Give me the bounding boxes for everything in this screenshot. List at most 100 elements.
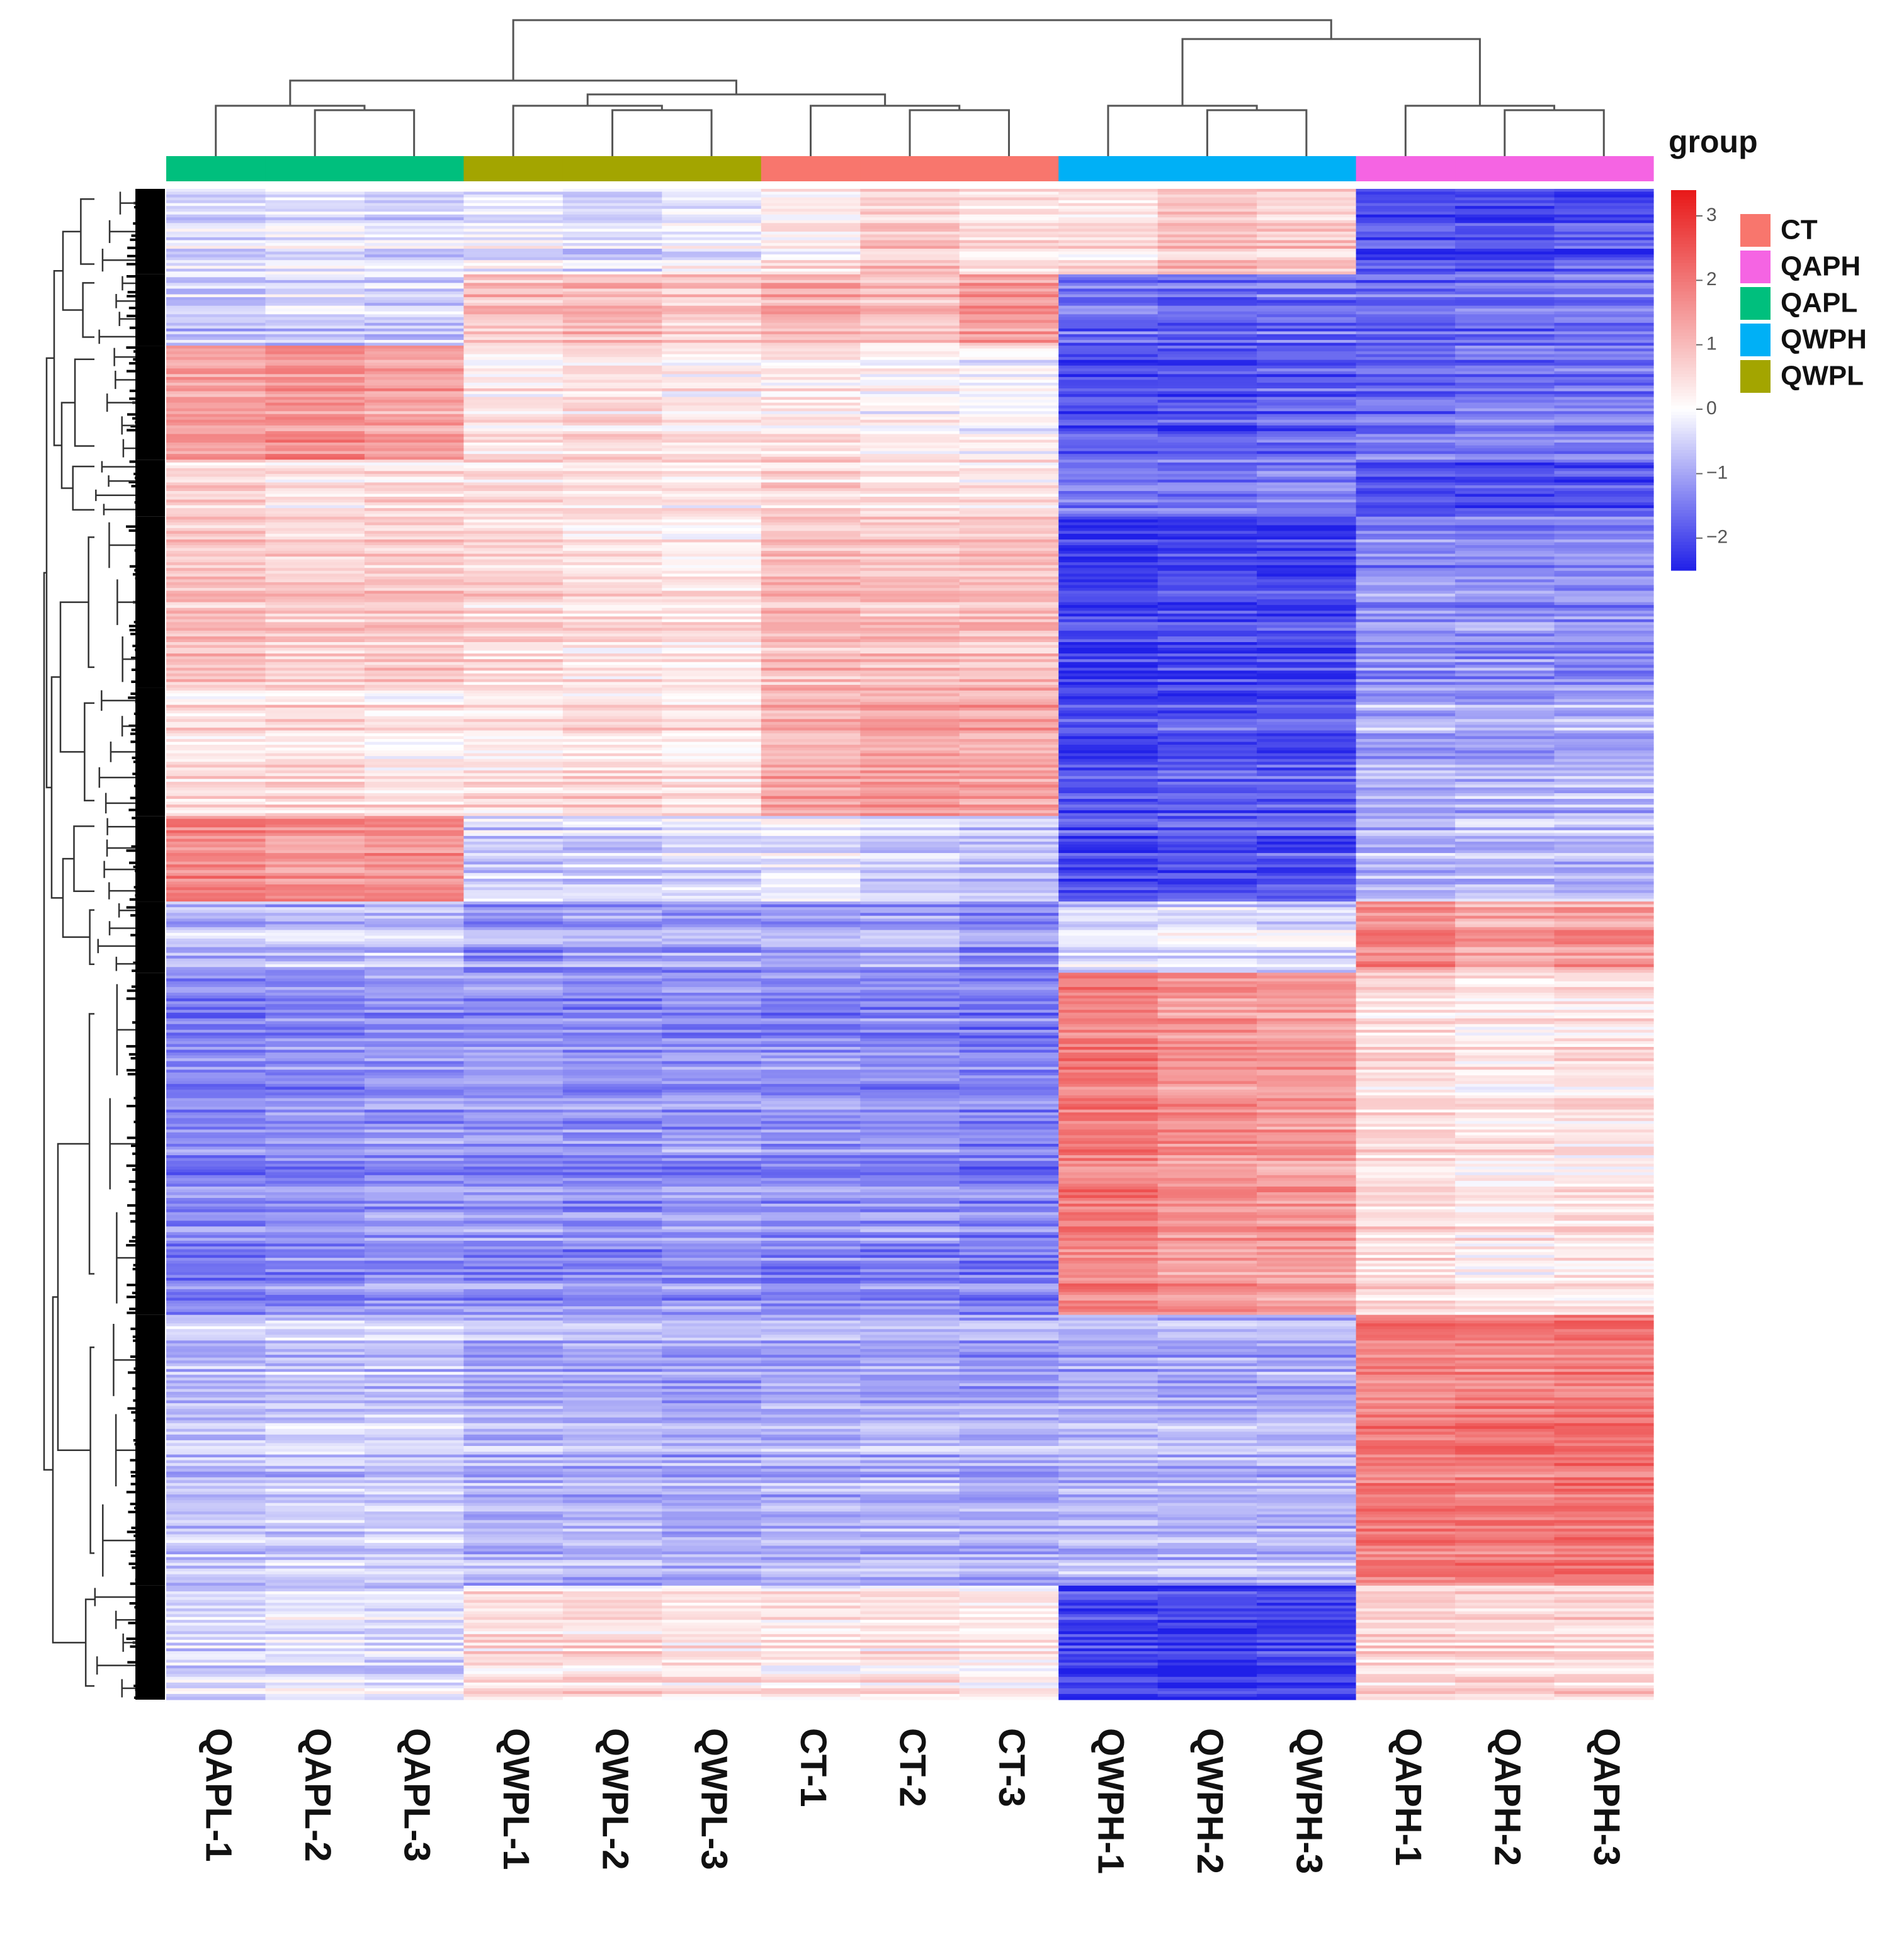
heatmap-cell	[364, 283, 464, 286]
heatmap-cell	[265, 485, 365, 489]
heatmap-cell	[1257, 725, 1357, 728]
heatmap-cell	[959, 351, 1059, 355]
heatmap-cell	[1058, 525, 1159, 529]
heatmap-cell	[364, 294, 464, 298]
heatmap-cell	[1257, 468, 1357, 472]
heatmap-cell	[166, 907, 266, 911]
heatmap-cell	[1157, 742, 1257, 745]
heatmap-cell	[1058, 1012, 1159, 1016]
heatmap-cell	[860, 975, 960, 979]
heatmap-cell	[1455, 861, 1555, 865]
heatmap-cell	[265, 376, 365, 380]
heatmap-cell	[959, 927, 1059, 930]
heatmap-cell	[364, 884, 464, 888]
heatmap-cell	[265, 995, 365, 999]
heatmap-cell	[1257, 497, 1357, 500]
heatmap-cell	[166, 696, 266, 700]
heatmap-cell	[1157, 645, 1257, 648]
heatmap-cell	[1356, 810, 1456, 814]
heatmap-cell	[562, 325, 662, 329]
heatmap-cell	[364, 451, 464, 455]
heatmap-cell	[1455, 342, 1555, 346]
heatmap-cell	[1554, 995, 1654, 999]
heatmap-cell	[860, 408, 960, 412]
heatmap-cell	[166, 225, 266, 229]
heatmap-cell	[1455, 1032, 1555, 1036]
heatmap-cell	[860, 562, 960, 566]
heatmap-cell	[1455, 833, 1555, 837]
heatmap-cell	[1058, 687, 1159, 691]
heatmap-cell	[1257, 473, 1357, 477]
heatmap-cell	[1455, 904, 1555, 908]
heatmap-cell	[166, 619, 266, 623]
heatmap-cell	[364, 376, 464, 380]
heatmap-cell	[364, 434, 464, 438]
heatmap-cell	[761, 927, 861, 930]
heatmap-cell	[860, 992, 960, 997]
heatmap-cell	[761, 229, 861, 232]
heatmap-cell	[364, 260, 464, 264]
heatmap-cell	[860, 585, 960, 589]
heatmap-cell	[1356, 699, 1456, 703]
heatmap-cell	[364, 673, 464, 677]
heatmap-cell	[364, 639, 464, 643]
heatmap-cell	[860, 414, 960, 417]
heatmap-cell	[1257, 277, 1357, 281]
heatmap-cell	[1356, 511, 1456, 514]
heatmap-cell	[959, 952, 1059, 956]
heatmap-cell	[860, 223, 960, 227]
heatmap-cell	[1157, 405, 1257, 409]
heatmap-cell	[1157, 887, 1257, 891]
heatmap-cell	[562, 659, 662, 663]
heatmap-cell	[1356, 978, 1456, 982]
heatmap-cell	[860, 237, 960, 241]
heatmap-cell	[1058, 690, 1159, 694]
heatmap-cell	[1356, 189, 1456, 193]
heatmap-cell	[265, 271, 365, 275]
heatmap-cell	[662, 710, 762, 714]
heatmap-cell	[1455, 220, 1555, 223]
heatmap-cell	[1157, 385, 1257, 389]
heatmap-cell	[1157, 662, 1257, 665]
heatmap-cell	[562, 650, 662, 654]
heatmap-cell	[1058, 260, 1159, 264]
heatmap-cell	[1058, 308, 1159, 312]
heatmap-cell	[1356, 223, 1456, 227]
heatmap-cell	[463, 745, 564, 748]
heatmap-cell	[860, 730, 960, 734]
heatmap-cell	[364, 542, 464, 546]
heatmap-cell	[265, 915, 365, 919]
heatmap-cell	[463, 624, 564, 628]
heatmap-cell	[1257, 665, 1357, 669]
heatmap-cell	[166, 422, 266, 426]
heatmap-cell	[265, 662, 365, 665]
heatmap-cell	[959, 445, 1059, 449]
heatmap-cell	[463, 402, 564, 406]
heatmap-cell	[364, 225, 464, 229]
heatmap-cell	[1157, 973, 1257, 976]
heatmap-cell	[959, 225, 1059, 229]
heatmap-cell	[1455, 431, 1555, 435]
heatmap-cell	[463, 693, 564, 697]
heatmap-cell	[463, 197, 564, 201]
heatmap-cell	[1554, 562, 1654, 566]
heatmap-cell	[562, 212, 662, 215]
heatmap-cell	[1058, 827, 1159, 831]
heatmap-cell	[662, 887, 762, 891]
heatmap-cell	[1356, 465, 1456, 469]
heatmap-cell	[265, 818, 365, 822]
heatmap-cell	[1257, 738, 1357, 743]
heatmap-cell	[959, 893, 1059, 896]
heatmap-cell	[860, 1021, 960, 1025]
heatmap-cell	[959, 394, 1059, 398]
heatmap-cell	[959, 519, 1059, 523]
heatmap-cell	[1356, 995, 1456, 999]
heatmap-cell	[1257, 835, 1357, 840]
heatmap-cell	[1554, 322, 1654, 326]
heatmap-cell	[463, 212, 564, 215]
heatmap-cell	[1455, 200, 1555, 204]
heatmap-cell	[662, 973, 762, 976]
heatmap-cell	[1455, 927, 1555, 930]
heatmap-cell	[959, 223, 1059, 227]
heatmap-cell	[1356, 351, 1456, 355]
